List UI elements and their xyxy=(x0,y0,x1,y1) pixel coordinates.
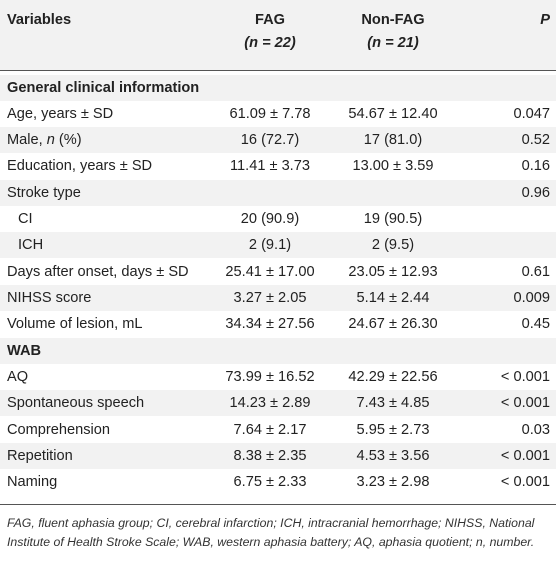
table-row: Comprehension 7.64 ± 2.17 5.95 ± 2.73 0.… xyxy=(0,417,556,443)
table-header: Variables FAG (n = 22) Non-FAG (n = 21) … xyxy=(0,0,556,70)
row-fag: 8.38 ± 2.35 xyxy=(233,448,307,464)
header-rule xyxy=(0,70,556,71)
table-row: Spontaneous speech 14.23 ± 2.89 7.43 ± 4… xyxy=(0,390,556,416)
header-nonfag-n: (n = 21) xyxy=(367,35,419,51)
table-row: Repetition 8.38 ± 2.35 4.53 ± 3.56 < 0.0… xyxy=(0,443,556,469)
row-p: 0.03 xyxy=(521,422,550,438)
bottom-rule xyxy=(0,504,556,505)
row-nonfag: 23.05 ± 12.93 xyxy=(348,264,438,280)
row-nonfag: 5.95 ± 2.73 xyxy=(356,422,430,438)
table-row: AQ 73.99 ± 16.52 42.29 ± 22.56 < 0.001 xyxy=(0,364,556,390)
row-label: Comprehension xyxy=(7,422,111,438)
row-fag: 6.75 ± 2.33 xyxy=(233,474,307,490)
row-p: 0.009 xyxy=(513,290,550,306)
header-fag: FAG xyxy=(255,12,285,28)
row-nonfag: 4.53 ± 3.56 xyxy=(356,448,430,464)
row-label: Age, years ± SD xyxy=(7,106,114,122)
table-row: Stroke type 0.96 xyxy=(0,180,556,206)
header-nonfag: Non-FAG xyxy=(361,12,425,28)
row-label: Male, n (%) xyxy=(7,132,82,148)
row-fag: 14.23 ± 2.89 xyxy=(229,395,311,411)
table-row: NIHSS score 3.27 ± 2.05 5.14 ± 2.44 0.00… xyxy=(0,285,556,311)
row-p: 0.45 xyxy=(521,316,550,332)
row-fag: 25.41 ± 17.00 xyxy=(225,264,315,280)
row-p: < 0.001 xyxy=(500,448,550,464)
row-label: Repetition xyxy=(7,448,73,464)
row-p: 0.96 xyxy=(521,185,550,201)
section-wab: WAB xyxy=(0,338,556,364)
row-nonfag: 7.43 ± 4.85 xyxy=(356,395,430,411)
row-fag: 3.27 ± 2.05 xyxy=(233,290,307,306)
row-p: < 0.001 xyxy=(500,474,550,490)
table-row: Volume of lesion, mL 34.34 ± 27.56 24.67… xyxy=(0,311,556,337)
row-fag: 73.99 ± 16.52 xyxy=(225,369,315,385)
row-p: 0.047 xyxy=(513,106,550,122)
table-row: ICH 2 (9.1) 2 (9.5) xyxy=(0,232,556,258)
row-p: < 0.001 xyxy=(500,395,550,411)
row-fag: 2 (9.1) xyxy=(248,237,292,253)
row-fag: 7.64 ± 2.17 xyxy=(233,422,307,438)
row-nonfag: 42.29 ± 22.56 xyxy=(348,369,438,385)
row-fag: 16 (72.7) xyxy=(240,132,300,148)
row-fag: 11.41 ± 3.73 xyxy=(230,158,310,174)
row-label: Volume of lesion, mL xyxy=(7,316,143,332)
table-row: Naming 6.75 ± 2.33 3.23 ± 2.98 < 0.001 xyxy=(0,469,556,495)
section-general-label: General clinical information xyxy=(7,80,200,96)
row-nonfag: 54.67 ± 12.40 xyxy=(348,106,438,122)
row-nonfag: 5.14 ± 2.44 xyxy=(356,290,430,306)
header-variables: Variables xyxy=(7,12,72,28)
table-row: CI 20 (90.9) 19 (90.5) xyxy=(0,206,556,232)
row-nonfag: 13.00 ± 3.59 xyxy=(352,158,434,174)
row-fag: 20 (90.9) xyxy=(240,211,300,227)
table-row: Male, n (%) 16 (72.7) 17 (81.0) 0.52 xyxy=(0,127,556,153)
row-nonfag: 19 (90.5) xyxy=(363,211,423,227)
header-fag-n: (n = 22) xyxy=(244,35,296,51)
row-nonfag: 3.23 ± 2.98 xyxy=(356,474,430,490)
row-label: Days after onset, days ± SD xyxy=(7,264,189,280)
row-nonfag: 2 (9.5) xyxy=(371,237,415,253)
row-label: NIHSS score xyxy=(7,290,92,306)
table-row: Days after onset, days ± SD 25.41 ± 17.0… xyxy=(0,259,556,285)
section-general: General clinical information xyxy=(0,75,556,101)
header-p: P xyxy=(540,12,550,28)
row-fag: 61.09 ± 7.78 xyxy=(229,106,311,122)
row-p: 0.16 xyxy=(521,158,550,174)
table-row: Age, years ± SD 61.09 ± 7.78 54.67 ± 12.… xyxy=(0,101,556,127)
row-label: Education, years ± SD xyxy=(7,158,153,174)
row-nonfag: 24.67 ± 26.30 xyxy=(348,316,438,332)
table-footnote: FAG, fluent aphasia group; CI, cerebral … xyxy=(7,516,535,549)
row-p: < 0.001 xyxy=(500,369,550,385)
row-p: 0.61 xyxy=(521,264,550,280)
table-row: Education, years ± SD 11.41 ± 3.73 13.00… xyxy=(0,153,556,179)
row-label: ICH xyxy=(18,237,44,253)
row-label: CI xyxy=(18,211,33,227)
row-fag: 34.34 ± 27.56 xyxy=(225,316,315,332)
row-nonfag: 17 (81.0) xyxy=(363,132,423,148)
row-label: Naming xyxy=(7,474,58,490)
section-wab-label: WAB xyxy=(7,343,42,359)
row-label: AQ xyxy=(7,369,29,385)
row-p: 0.52 xyxy=(521,132,550,148)
row-label: Stroke type xyxy=(7,185,81,201)
row-label: Spontaneous speech xyxy=(7,395,145,411)
